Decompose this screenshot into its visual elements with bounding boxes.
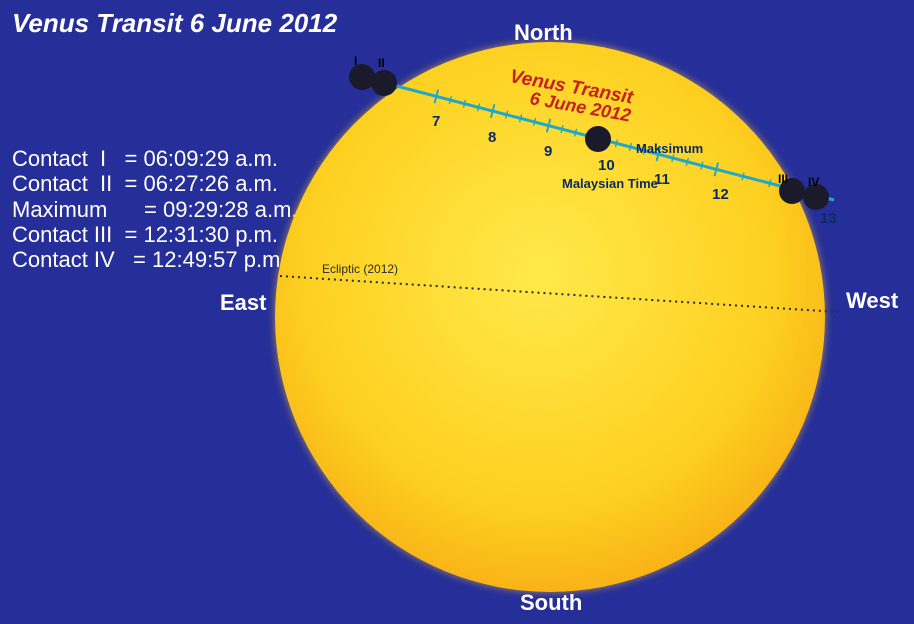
venus-position-dot bbox=[585, 126, 611, 152]
maksimum-label: Maksimum bbox=[636, 141, 703, 156]
cardinal-north: North bbox=[514, 20, 573, 46]
venus-position-dot bbox=[371, 70, 397, 96]
contact-time-row: Contact III = 12:31:30 p.m. bbox=[12, 222, 298, 247]
ecliptic-label: Ecliptic (2012) bbox=[322, 262, 398, 276]
venus-contact-label: IV bbox=[808, 175, 819, 189]
venus-contact-label: II bbox=[378, 56, 385, 70]
contact-time-row: Contact II = 06:27:26 a.m. bbox=[12, 171, 298, 196]
venus-contact-label: III bbox=[778, 172, 788, 186]
cardinal-east: East bbox=[220, 290, 266, 316]
hour-tick-label: 9 bbox=[544, 143, 552, 160]
hour-tick-label: 10 bbox=[598, 157, 615, 174]
cardinal-west: West bbox=[846, 288, 898, 314]
hour-tick-label: 13 bbox=[820, 210, 837, 227]
contact-time-row: Maximum = 09:29:28 a.m. bbox=[12, 197, 298, 222]
hour-tick-label: 7 bbox=[432, 113, 440, 130]
hour-tick-label: 12 bbox=[712, 186, 729, 203]
cardinal-south: South bbox=[520, 590, 582, 616]
malaysian-time-label: Malaysian Time bbox=[562, 176, 658, 191]
hour-tick-label: 8 bbox=[488, 129, 496, 146]
sun-disc bbox=[275, 42, 825, 592]
contact-times-list: Contact I = 06:09:29 a.m.Contact II = 06… bbox=[12, 146, 298, 272]
venus-contact-label: I bbox=[354, 54, 357, 68]
diagram-title: Venus Transit 6 June 2012 bbox=[12, 8, 337, 39]
contact-time-row: Contact I = 06:09:29 a.m. bbox=[12, 146, 298, 171]
hour-tick-label: 11 bbox=[654, 171, 670, 188]
contact-time-row: Contact IV = 12:49:57 p.m. bbox=[12, 247, 298, 272]
